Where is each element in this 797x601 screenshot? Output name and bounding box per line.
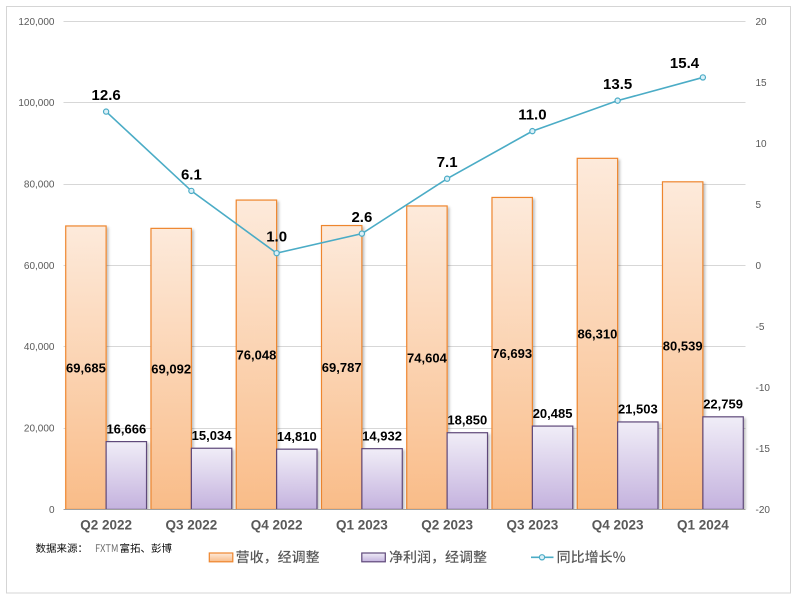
svg-text:14,810: 14,810 — [277, 429, 317, 444]
svg-text:7.1: 7.1 — [437, 154, 458, 171]
svg-text:80,000: 80,000 — [24, 180, 55, 191]
svg-text:20: 20 — [756, 17, 768, 28]
svg-text:80,539: 80,539 — [663, 338, 703, 353]
svg-text:100,000: 100,000 — [18, 98, 55, 109]
svg-text:Q4 2023: Q4 2023 — [592, 517, 644, 532]
svg-text:-20: -20 — [756, 505, 771, 516]
svg-text:20,000: 20,000 — [24, 424, 55, 435]
svg-text:-15: -15 — [756, 444, 771, 455]
svg-text:Q1 2024: Q1 2024 — [677, 517, 729, 532]
svg-text:76,693: 76,693 — [492, 346, 532, 361]
svg-text:0: 0 — [49, 505, 55, 516]
svg-text:0: 0 — [756, 261, 762, 272]
svg-text:Q4 2022: Q4 2022 — [251, 517, 303, 532]
svg-text:11.0: 11.0 — [518, 107, 546, 124]
svg-text:13.5: 13.5 — [603, 76, 632, 93]
svg-text:69,787: 69,787 — [322, 360, 362, 375]
svg-text:Q1 2023: Q1 2023 — [336, 517, 388, 532]
svg-text:16,666: 16,666 — [106, 421, 146, 436]
svg-text:Q2 2023: Q2 2023 — [421, 517, 473, 532]
svg-text:Q2 2022: Q2 2022 — [80, 517, 132, 532]
svg-text:Q3 2022: Q3 2022 — [165, 517, 217, 532]
svg-text:22,759: 22,759 — [703, 397, 743, 412]
svg-text:1.0: 1.0 — [266, 229, 287, 246]
svg-text:76,048: 76,048 — [237, 347, 277, 362]
svg-text:12.6: 12.6 — [92, 87, 121, 104]
svg-text:10: 10 — [756, 139, 768, 150]
svg-text:18,850: 18,850 — [447, 412, 487, 427]
svg-text:21,503: 21,503 — [618, 402, 658, 417]
svg-text:15.4: 15.4 — [670, 55, 700, 72]
svg-text:40,000: 40,000 — [24, 342, 55, 353]
svg-text:15,034: 15,034 — [192, 428, 233, 443]
svg-text:6.1: 6.1 — [181, 166, 202, 183]
svg-text:-10: -10 — [756, 383, 771, 394]
svg-text:Q3 2023: Q3 2023 — [506, 517, 558, 532]
svg-text:86,310: 86,310 — [578, 327, 618, 342]
svg-text:-5: -5 — [756, 322, 765, 333]
svg-text:5: 5 — [756, 200, 762, 211]
svg-text:15: 15 — [756, 78, 768, 89]
svg-text:69,685: 69,685 — [66, 360, 106, 375]
svg-text:14,932: 14,932 — [362, 428, 402, 443]
svg-text:20,485: 20,485 — [533, 406, 573, 421]
svg-text:2.6: 2.6 — [351, 209, 372, 226]
svg-text:74,604: 74,604 — [407, 350, 448, 365]
svg-text:120,000: 120,000 — [18, 17, 55, 28]
svg-text:60,000: 60,000 — [24, 261, 55, 272]
svg-text:69,092: 69,092 — [151, 362, 191, 377]
